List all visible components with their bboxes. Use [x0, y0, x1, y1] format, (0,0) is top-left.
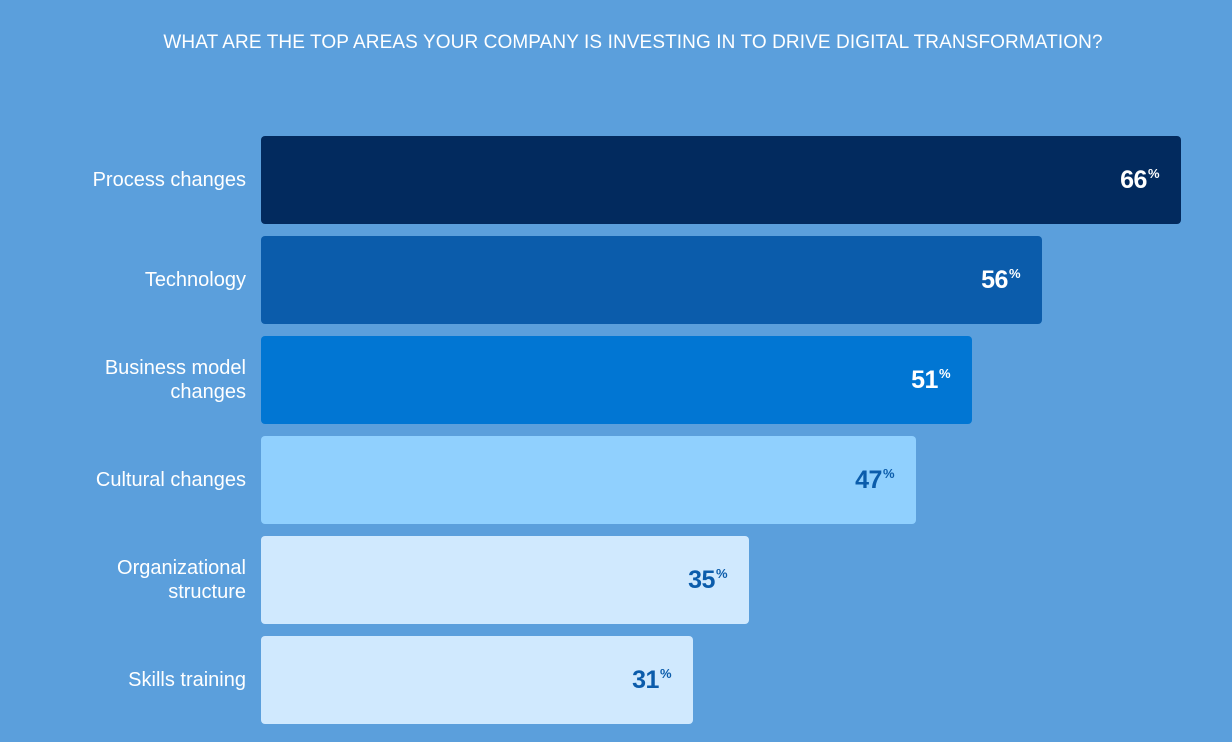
- value-number: 56: [981, 265, 1008, 294]
- category-label: Cultural changes: [46, 436, 246, 524]
- category-label-line: Process changes: [92, 169, 246, 191]
- value-unit: %: [1147, 165, 1160, 181]
- value-label: 56%: [261, 236, 1020, 324]
- value-label: 51%: [261, 336, 950, 424]
- bar: [261, 436, 916, 524]
- category-label-line: Technology: [144, 269, 246, 291]
- value-number: 31: [632, 665, 659, 694]
- category-label-line: Cultural changes: [95, 469, 246, 491]
- value-number: 47: [855, 465, 882, 494]
- value-unit: %: [715, 565, 728, 581]
- value-label: 47%: [261, 436, 894, 524]
- bar: [261, 136, 1181, 224]
- category-label: Business model changes: [46, 336, 246, 424]
- category-label: Skills training: [46, 636, 246, 724]
- value-label: 66%: [261, 136, 1159, 224]
- bar-row: Business model changes 51%: [0, 336, 1232, 424]
- bar-row: Cultural changes 47%: [0, 436, 1232, 524]
- category-label: Technology: [46, 236, 246, 324]
- category-label: Process changes: [46, 136, 246, 224]
- category-label-line: Organizational: [117, 557, 246, 579]
- chart-title: WHAT ARE THE TOP AREAS YOUR COMPANY IS I…: [163, 32, 1103, 53]
- value-label: 35%: [261, 536, 727, 624]
- bar-row: Process changes 66%: [0, 136, 1232, 224]
- value-unit: %: [882, 465, 895, 481]
- value-label: 31%: [261, 636, 671, 724]
- bar: [261, 336, 972, 424]
- value-unit: %: [1008, 265, 1021, 281]
- value-unit: %: [938, 365, 951, 381]
- value-number: 35: [688, 565, 715, 594]
- category-label-line: Skills training: [128, 669, 246, 691]
- bar: [261, 536, 749, 624]
- category-label-line: Business model: [104, 357, 246, 379]
- value-number: 51: [911, 365, 938, 394]
- category-label-line: structure: [168, 581, 246, 603]
- category-label-line: changes: [170, 381, 246, 403]
- bar-row: Skills training 31%: [0, 636, 1232, 724]
- bar: [261, 236, 1042, 324]
- bar-row: Technology 56%: [0, 236, 1232, 324]
- bar-row: Organizational structure 35%: [0, 536, 1232, 624]
- bar: [261, 636, 693, 724]
- category-label: Organizational structure: [46, 536, 246, 624]
- value-unit: %: [659, 665, 672, 681]
- value-number: 66: [1120, 165, 1147, 194]
